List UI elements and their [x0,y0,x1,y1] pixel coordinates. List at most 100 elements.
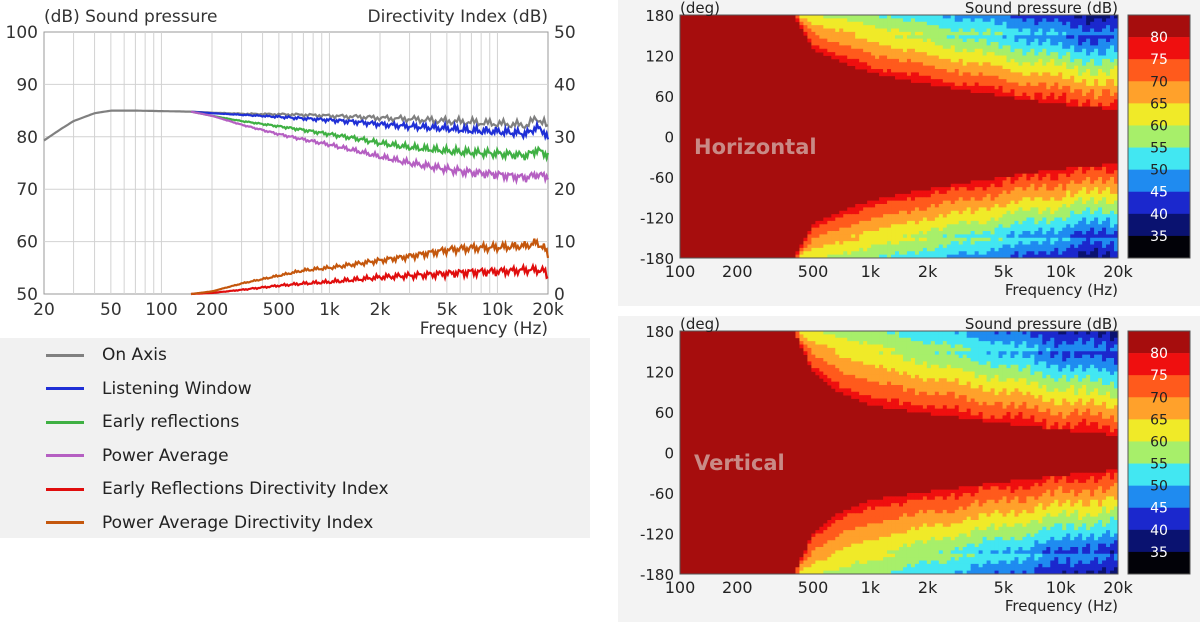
heatmap-cell [1094,214,1099,218]
heatmap-cell [1054,173,1059,178]
heatmap-cell [994,251,999,256]
heatmap-cell [803,18,808,23]
heatmap-cell [922,25,928,29]
heatmap-cell [1058,193,1063,198]
heatmap-cell [1078,92,1083,97]
heatmap-cell [799,560,804,565]
heatmap-cell [835,31,840,36]
heatmap-cell [835,381,840,386]
heatmap-cell [847,52,852,56]
heatmap-cell [1098,220,1103,225]
heatmap-cell [1114,42,1119,46]
heatmap-cell [887,516,892,521]
heatmap-cell [847,207,852,212]
heatmap-cell [871,200,876,205]
heatmap-cell [835,45,840,50]
heatmap-cell [918,570,924,575]
heatmap-cell [895,334,900,339]
heatmap-cell [950,21,956,26]
heatmap-cell [1054,25,1059,29]
heatmap-cell [918,42,924,46]
heatmap-cell [847,530,852,534]
heatmap-cell [906,563,912,568]
heatmap-cell [942,533,948,538]
heatmap-cell [930,35,936,40]
heatmap-cell [1046,72,1051,77]
heatmap-cell [990,18,995,23]
heatmap-cell [902,341,908,345]
heatmap-cell [1090,241,1095,245]
heatmap-cell [910,244,916,249]
heatmap-cell [986,69,991,73]
heatmap-cell [835,38,840,43]
heatmap-cell [859,227,864,232]
heatmap-cell [863,374,868,379]
heatmap-cell [986,58,991,63]
heatmap-cell [946,536,952,541]
heatmap-cell [926,513,932,518]
heatmap-cell [883,496,888,501]
heatmap-cell [942,251,948,256]
heatmap-cell [1010,204,1015,208]
heatmap-cell [982,35,987,40]
heatmap-cell [930,560,936,565]
heatmap-cell [831,385,836,389]
heatmap-cell [1046,92,1051,97]
heatmap-cell [978,244,984,249]
heatmap-cell [950,217,956,222]
heatmap-cell [1038,227,1043,232]
heatmap-cell [879,35,884,40]
heatmap-cell [871,563,876,568]
heatmap-cell [867,533,872,538]
heatmap-cell [990,241,995,245]
heatmap-cell [950,358,956,362]
heatmap-cell [918,401,924,406]
heatmap-cell [1106,187,1111,191]
heatmap-cell [839,530,844,534]
heatmap-cell [974,72,980,77]
heatmap-cell [811,224,816,229]
heatmap-cell [942,358,948,362]
heatmap-cell [899,45,904,50]
heatmap-cell [1014,241,1019,245]
heatmap-cell [1006,28,1011,33]
heatmap-cell [1114,173,1119,178]
heatmap-cell [835,237,840,242]
heatmap-cell [942,62,948,67]
heatmap-cell [895,506,900,511]
heatmap-cell [867,563,872,568]
heatmap-cell [958,31,964,36]
heatmap-cell [1090,217,1095,222]
heatmap-cell [1086,177,1091,181]
heatmap-cell [1010,193,1015,198]
heatmap-cell [946,254,952,259]
heatmap-cell [1026,254,1031,259]
heatmap-cell [875,540,880,545]
heatmap-cell [970,190,976,195]
legend-item: Power Average Directivity Index [46,510,373,536]
heatmap-cell [871,351,876,356]
heatmap-cell [926,18,932,23]
heatmap-cell [835,364,840,369]
heatmap-cell [902,337,908,342]
heatmap-cell [914,72,920,77]
heatmap-cell [851,560,856,565]
heatmap-cell [859,520,864,524]
heatmap-cell [835,55,840,60]
heatmap-cell [922,567,928,572]
heatmap-cell [910,503,916,507]
heatmap-cell [867,513,872,518]
heatmap-cell [823,536,828,541]
heatmap-cell [978,197,984,202]
heatmap-cell [1098,45,1103,50]
heatmap-cell [1062,197,1067,202]
heatmap-cell [1106,163,1111,168]
heatmap-cell [942,231,948,235]
heatmap-cell [958,62,964,67]
heatmap-cell [819,28,824,33]
heatmap-cell [1018,210,1023,215]
heatmap-cell [982,28,987,33]
heatmap-cell [799,344,804,349]
heatmap-cell [1106,38,1111,43]
heatmap-cell [871,361,876,366]
